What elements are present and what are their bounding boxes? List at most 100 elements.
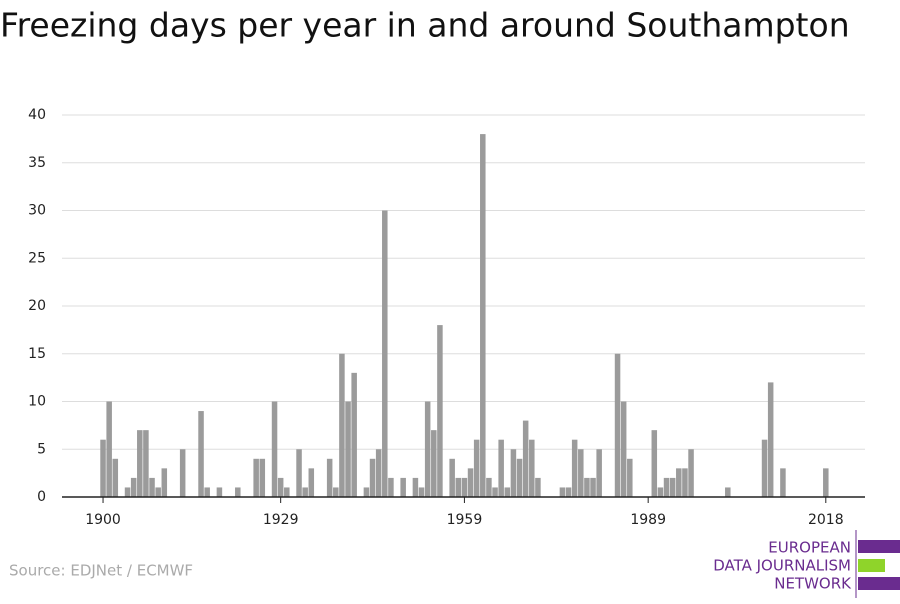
bar [522,420,529,497]
bar [614,353,621,497]
bar [333,487,339,497]
bar [375,449,382,497]
bar [216,487,223,497]
bar [688,449,694,497]
bar [412,477,419,497]
bar [235,487,241,497]
x-tick-label: 1900 [85,512,121,528]
bar [424,401,431,497]
bar [124,487,131,497]
logo-text: DATA JOURNALISM [713,557,851,575]
bar [467,468,474,497]
logo: EUROPEAN DATA JOURNALISM NETWORK [713,530,900,598]
logo-bar [858,540,900,553]
bar [437,325,443,497]
bar [388,477,394,497]
bar [455,477,462,497]
bar [326,458,333,497]
bar [106,401,112,497]
x-tick-label: 1989 [630,512,666,528]
bar [137,430,143,497]
bar [651,430,658,497]
bar [498,439,504,497]
bar [682,468,688,497]
y-tick-label: 15 [28,346,46,362]
bar [271,401,278,497]
logo-bar [858,577,900,590]
bar [725,487,731,497]
bar [780,468,786,497]
bar [565,487,572,497]
bar [351,372,357,497]
bar [559,487,566,497]
bar [179,449,186,497]
bar [663,477,670,497]
y-tick-label: 25 [28,250,46,266]
bar [369,458,376,497]
bar [308,468,315,497]
bar [620,401,627,497]
bar [198,411,204,497]
logo-text: NETWORK [774,575,852,593]
bar [669,477,676,497]
bar [149,477,155,497]
bar [253,458,259,497]
bar [571,439,578,497]
bar [676,468,682,497]
bar [590,477,596,497]
x-tick-label: 2018 [808,512,844,528]
bar [596,449,602,497]
bar [112,458,119,497]
bar [100,439,106,497]
bar [657,487,664,497]
x-tick-label: 1929 [263,512,299,528]
bar [510,449,517,497]
bar [431,430,437,497]
bar [486,477,492,497]
bar [473,439,480,497]
x-tick-label: 1959 [447,512,483,528]
y-tick-label: 20 [28,298,46,314]
y-tick-label: 10 [28,394,46,410]
bar [516,458,523,497]
bar [363,487,370,497]
bar [480,134,486,497]
bar [296,449,302,497]
bar [277,477,284,497]
y-tick-label: 35 [28,155,46,171]
bar [161,468,168,497]
bar [449,458,455,497]
bar [259,458,266,497]
bar [578,449,584,497]
source: Source: EDJNet / ECMWF [9,562,193,580]
bar [418,487,425,497]
logo-text: EUROPEAN [768,539,851,557]
y-tick-label: 0 [37,489,46,505]
y-tick-label: 5 [37,441,46,457]
bar [584,477,590,497]
bar [284,487,290,497]
bar [302,487,308,497]
bar [339,353,345,497]
y-tick-label: 40 [28,107,46,123]
bar [400,477,406,497]
bar [461,477,468,497]
bar [492,487,498,497]
chart-title: Freezing days per year in and around Sou… [0,6,850,45]
bar [382,210,388,497]
y-tick-label: 30 [28,203,46,219]
logo-bar [858,559,885,572]
bar [823,468,829,497]
bar [204,487,210,497]
bar [535,477,541,497]
bar [155,487,161,497]
bar [130,477,137,497]
bar [504,487,511,497]
bar [627,458,633,497]
bar [761,439,768,497]
bar [345,401,351,497]
bar [529,439,535,497]
bar [143,430,149,497]
